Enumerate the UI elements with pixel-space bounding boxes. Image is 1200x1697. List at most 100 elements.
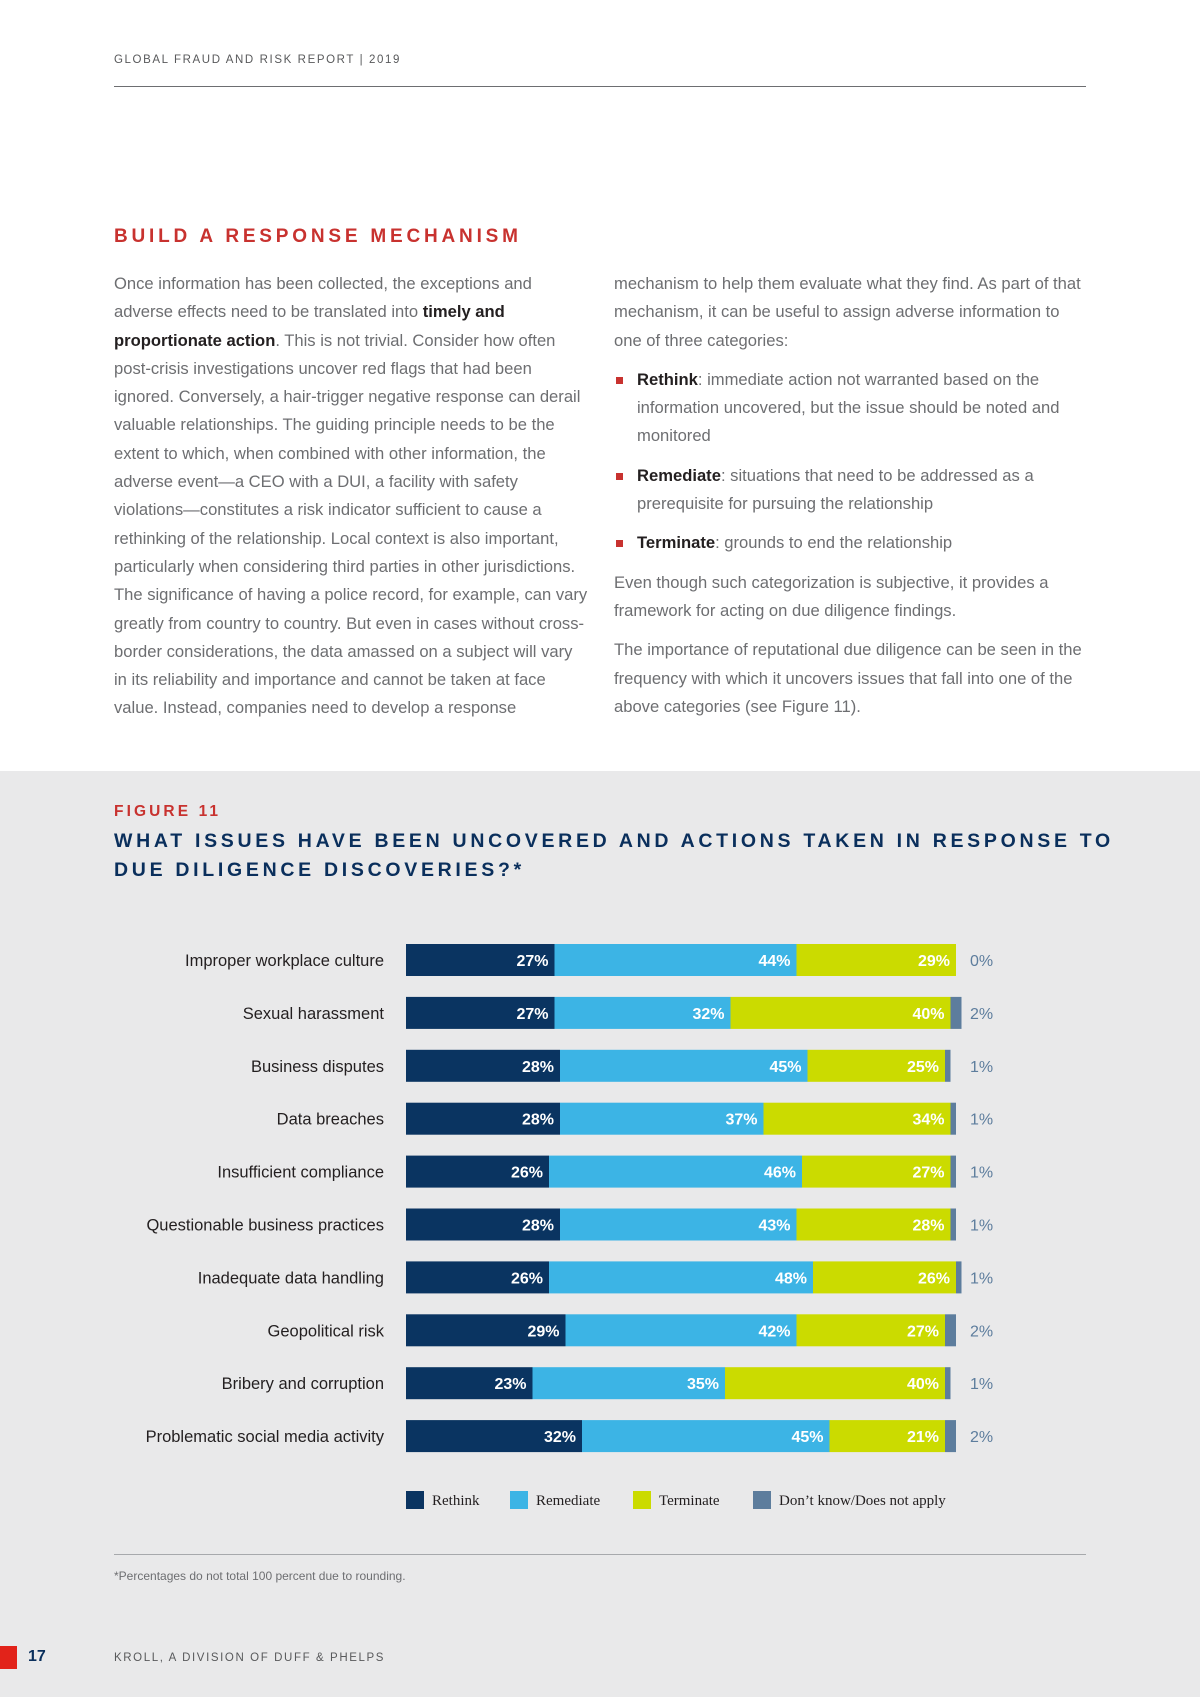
bar-segment (796, 1314, 945, 1347)
legend-label: Terminate (659, 1493, 720, 1509)
left-paragraph: Once information has been collected, the… (114, 270, 589, 723)
bar-segment (945, 1420, 956, 1453)
bullet-text: : grounds to end the relationship (715, 533, 953, 553)
bar-segment (406, 1314, 566, 1347)
data-label: 40% (912, 1006, 944, 1023)
bar-segment (406, 1208, 560, 1241)
bar-segment (554, 996, 731, 1029)
list-item-terminate: Terminate: grounds to end the relationsh… (614, 529, 1089, 557)
data-label: 35% (687, 1376, 719, 1393)
bar-segment (945, 1367, 951, 1400)
data-label: 26% (511, 1270, 543, 1287)
data-label: 28% (522, 1059, 554, 1076)
bar-segment (950, 996, 962, 1029)
data-label: 26% (918, 1270, 950, 1287)
category-label: Geopolitical risk (268, 1322, 385, 1340)
bar-segment (725, 1367, 945, 1400)
right-paragraph-3: The importance of reputational due dilig… (614, 640, 1082, 716)
data-label: 2% (970, 1323, 993, 1340)
data-label: 27% (912, 1165, 944, 1182)
data-label: 1% (970, 1165, 993, 1182)
data-label: 23% (494, 1376, 526, 1393)
data-label: 1% (970, 1112, 993, 1129)
category-label: Insufficient compliance (217, 1164, 384, 1182)
data-label: 2% (970, 1429, 993, 1446)
data-label: 25% (907, 1059, 939, 1076)
bar-segment (565, 1314, 797, 1347)
bullet-square-icon (616, 376, 623, 384)
page-marker (0, 1646, 17, 1669)
bar-segment (582, 1420, 830, 1453)
category-label: Problematic social media activity (146, 1428, 385, 1446)
section-title: BUILD A RESPONSE MECHANISM (114, 226, 522, 247)
bar-segment (796, 1208, 951, 1241)
data-label: 0% (970, 953, 993, 970)
data-label: 37% (725, 1112, 757, 1129)
data-label: 26% (511, 1165, 543, 1182)
category-list: Rethink: immediate action not warranted … (614, 366, 1089, 558)
data-label: 45% (769, 1059, 801, 1076)
data-label: 32% (544, 1429, 576, 1446)
left-paragraph-end: . This is not trivial. Consider how ofte… (114, 330, 588, 718)
bar-segment (532, 1367, 725, 1400)
right-intro: mechanism to help them evaluate what the… (614, 274, 1081, 350)
bar-segment (763, 1102, 951, 1135)
bar-segment (406, 1049, 560, 1082)
data-label: 29% (918, 953, 950, 970)
data-label: 42% (758, 1323, 790, 1340)
bar-segment (406, 996, 555, 1029)
legend-label: Rethink (432, 1493, 480, 1509)
page-number: 17 (28, 1648, 46, 1665)
bar-segment (406, 1367, 533, 1400)
data-label: 45% (791, 1429, 823, 1446)
bullet-term: Remediate (637, 465, 721, 485)
bar-segment (406, 1420, 582, 1453)
legend-swatch (406, 1491, 424, 1509)
left-paragraph-emphasis: timely and proportionate action (114, 302, 505, 350)
list-item-rethink: Rethink: immediate action not warranted … (614, 366, 1089, 451)
figure-label: FIGURE 11 (114, 803, 222, 820)
bar-segment (829, 1420, 945, 1453)
footer-company: KROLL, A DIVISION OF DUFF & PHELPS (114, 1652, 386, 1664)
bar-segment (554, 944, 797, 976)
legend-label: Remediate (536, 1493, 600, 1509)
data-label: 28% (522, 1218, 554, 1235)
bullet-square-icon (616, 472, 623, 480)
bar-segment (807, 1049, 945, 1082)
data-label: 28% (522, 1112, 554, 1129)
bullet-square-icon (616, 540, 623, 548)
list-item-remediate: Remediate: situations that need to be ad… (614, 462, 1089, 519)
bar-segment (945, 1049, 951, 1082)
bar-segment (549, 1261, 813, 1294)
bullet-text: : immediate action not warranted based o… (637, 369, 1060, 446)
bar-segment (813, 1261, 956, 1294)
bar-segment (956, 1261, 962, 1294)
bar-segment (560, 1049, 808, 1082)
data-label: 44% (758, 953, 790, 970)
bullet-text: : situations that need to be addressed a… (637, 465, 1034, 514)
data-label: 2% (970, 1006, 993, 1023)
header-divider (114, 86, 1086, 87)
footnote-divider (114, 1554, 1086, 1555)
right-column: mechanism to help them evaluate what the… (614, 270, 1089, 732)
data-label: 43% (758, 1218, 790, 1235)
bar-segment (796, 944, 956, 976)
bar-segment (802, 1155, 951, 1188)
right-paragraph-2: Even though such categorization is subje… (614, 572, 1049, 620)
bar-segment (406, 944, 555, 976)
bar-segment (560, 1102, 764, 1135)
left-column: Once information has been collected, the… (114, 270, 589, 734)
category-label: Questionable business practices (146, 1217, 384, 1235)
category-label: Data breaches (277, 1111, 384, 1129)
bar-segment (549, 1155, 802, 1188)
data-label: 1% (970, 1376, 993, 1393)
data-label: 34% (912, 1112, 944, 1129)
data-label: 29% (527, 1323, 559, 1340)
data-label: 1% (970, 1059, 993, 1076)
legend-swatch (633, 1491, 651, 1509)
bar-segment (950, 1208, 956, 1241)
data-label: 1% (970, 1270, 993, 1287)
bar-segment (406, 1155, 549, 1188)
bullet-term: Terminate (637, 533, 716, 553)
